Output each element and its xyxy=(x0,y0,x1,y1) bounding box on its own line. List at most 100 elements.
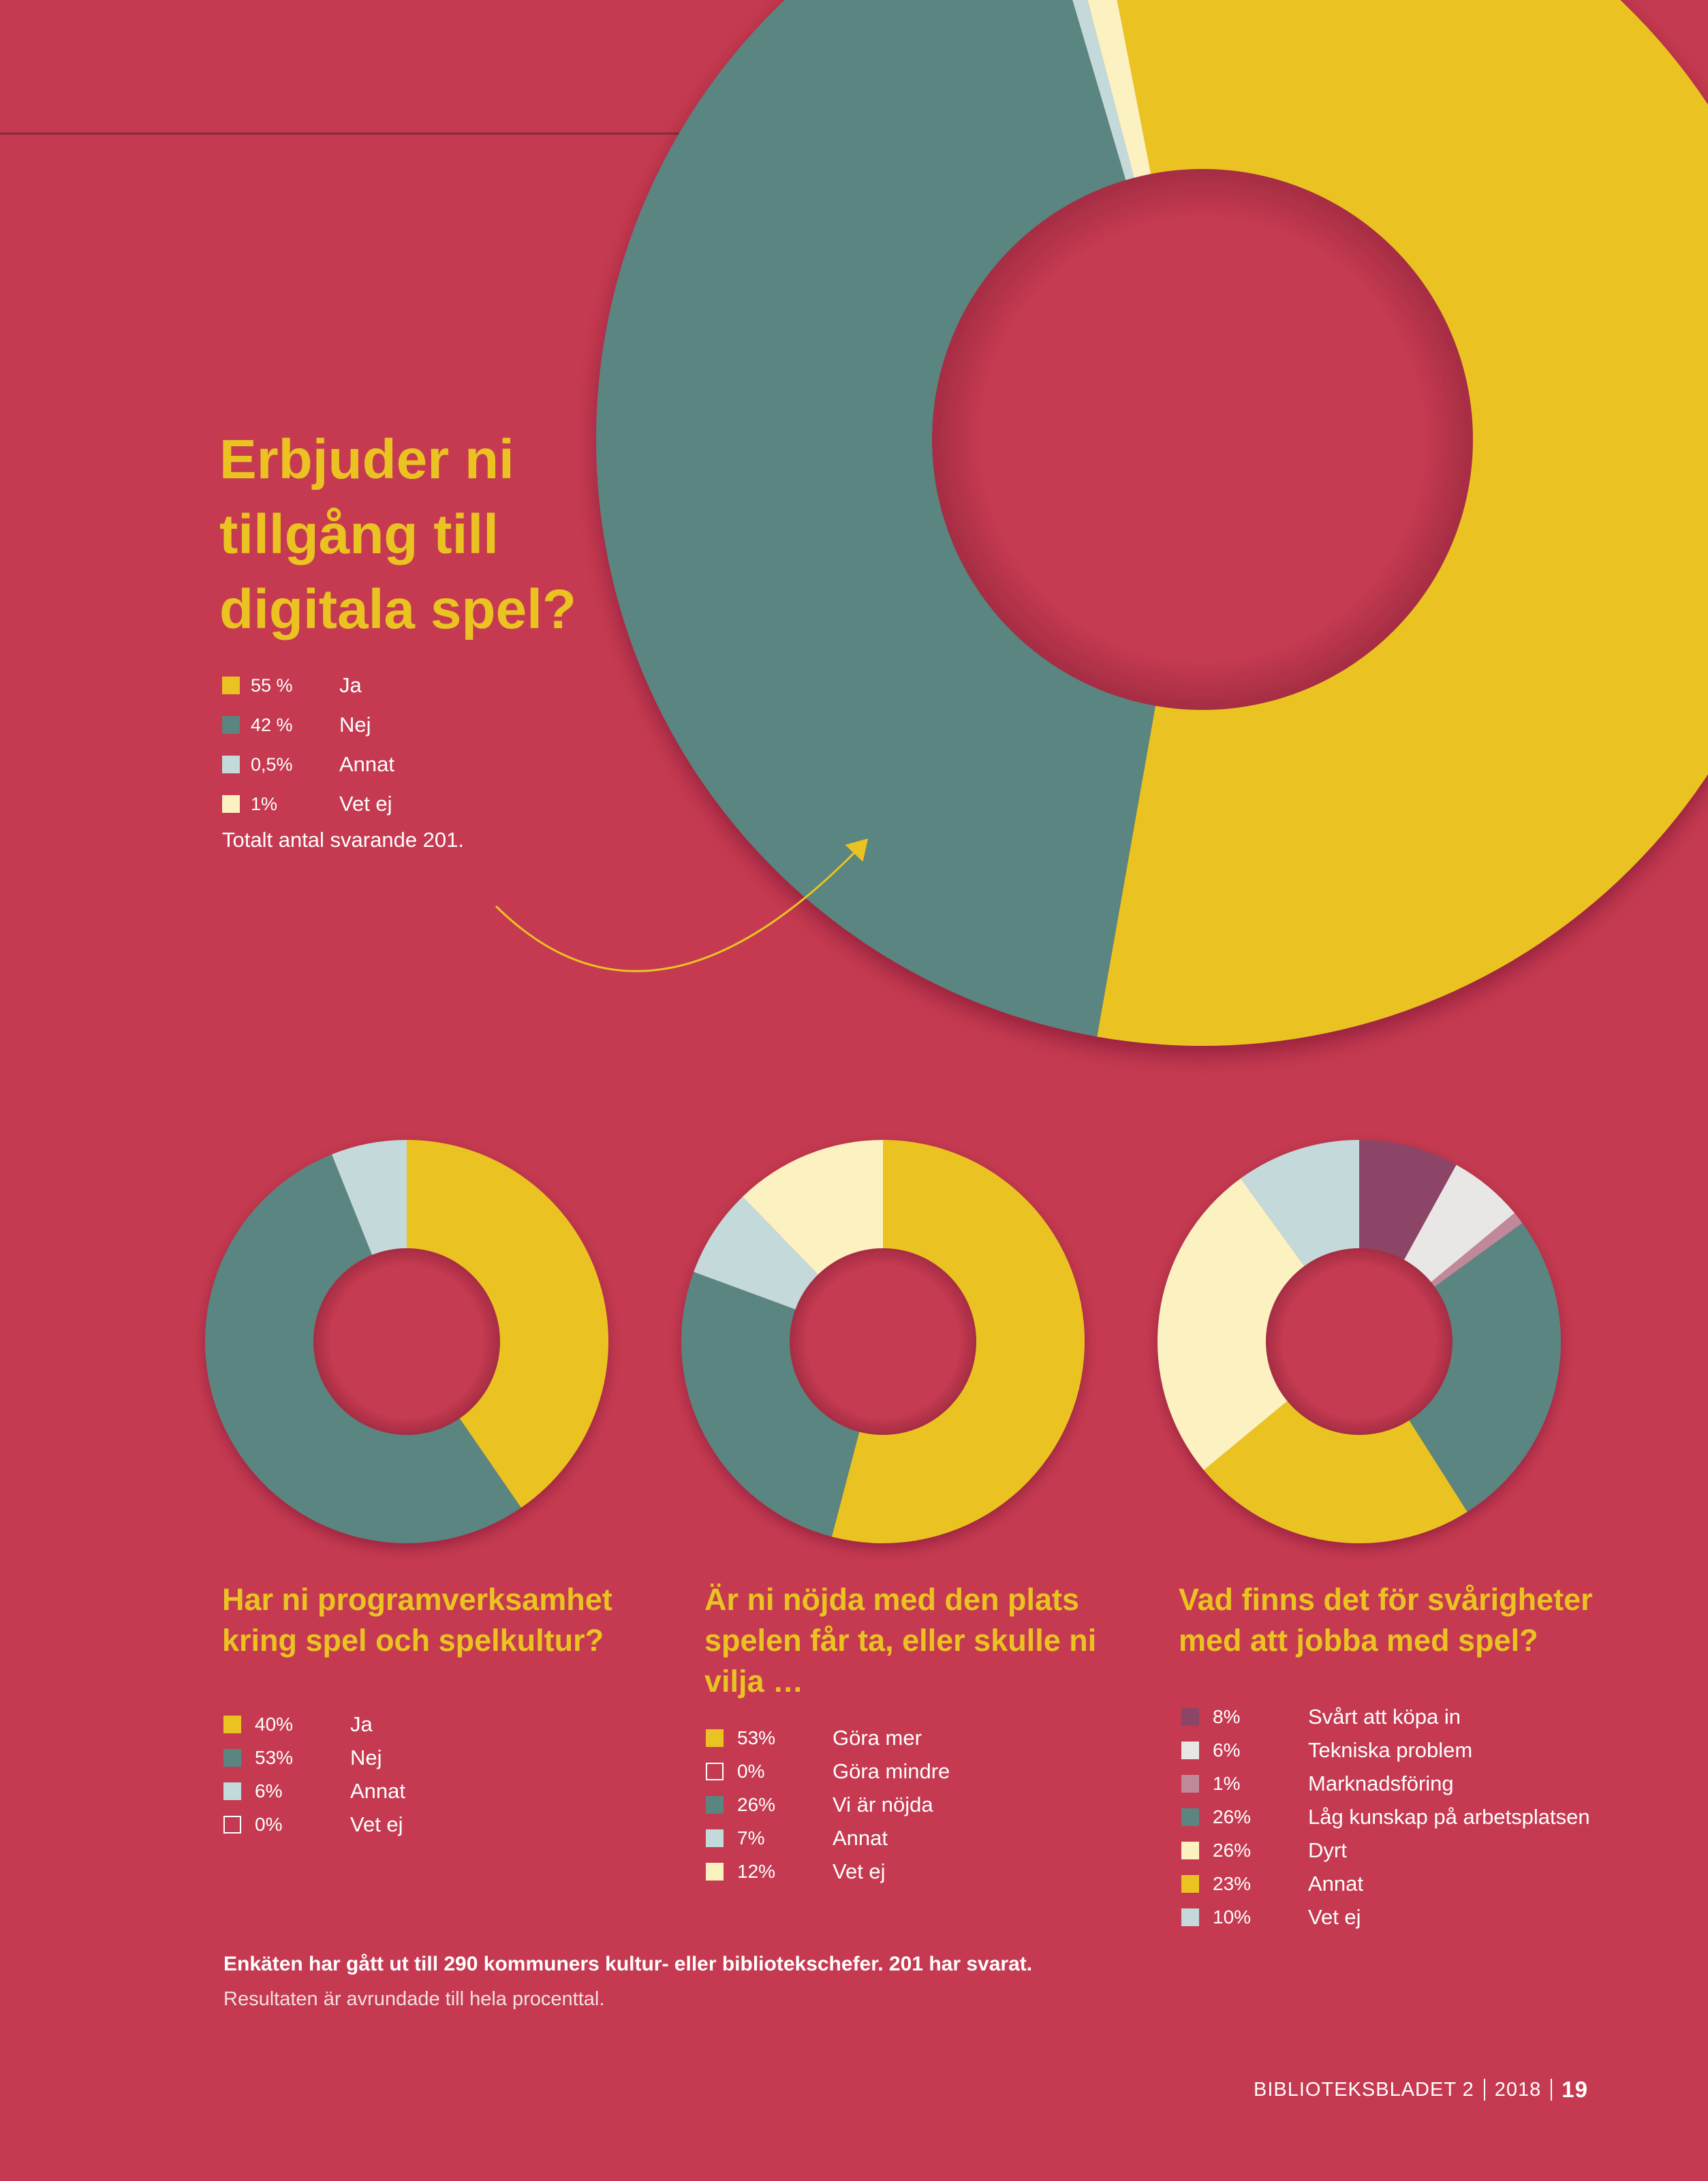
legend-label: Göra mer xyxy=(833,1725,922,1750)
legend-label: Svårt att köpa in xyxy=(1308,1704,1461,1729)
legend-pct: 26% xyxy=(1213,1839,1252,1861)
legend-label: Annat xyxy=(833,1825,888,1850)
legend-pct: 0,5% xyxy=(251,754,293,775)
legend-swatch xyxy=(706,1829,724,1847)
question-nojda: Är ni nöjda med den plats spelen får ta,… xyxy=(704,1582,1097,1699)
legend-pct: 23% xyxy=(1213,1872,1252,1894)
legend-swatch xyxy=(222,677,240,694)
legend-pct: 6% xyxy=(255,1780,283,1801)
legend-swatch xyxy=(706,1795,724,1814)
legend-pct: 8% xyxy=(1213,1705,1241,1727)
legend-item: 6% Annat xyxy=(223,1774,405,1808)
legend-swatch xyxy=(222,716,240,734)
legend-item: 26% Låg kunskap på arbetsplatsen xyxy=(1181,1800,1590,1834)
legend-pct: 12% xyxy=(737,1860,776,1882)
donut-nojda xyxy=(681,1140,1085,1543)
legend-item: 26% Vi är nöjda xyxy=(706,1788,950,1821)
legend-swatch xyxy=(1181,1908,1199,1926)
legend-pct: 1% xyxy=(1213,1772,1241,1794)
legend-label: Vet ej xyxy=(339,792,392,816)
legend-pct: 0% xyxy=(737,1760,765,1782)
legend-label: Ja xyxy=(350,1712,373,1736)
legend-swatch xyxy=(223,1815,241,1834)
legend-swatch xyxy=(1181,1707,1199,1726)
legend-pct: 53% xyxy=(737,1727,776,1748)
legend-label: Göra mindre xyxy=(833,1759,950,1783)
legend-svarigheter: 8% Svårt att köpa in 6% Tekniska problem 1… xyxy=(1181,1700,1590,1934)
page-footer: BIBLIOTEKSBLADET 2 2018 19 xyxy=(1254,2077,1588,2103)
legend-item: 7% Annat xyxy=(706,1821,950,1855)
donut-hole xyxy=(790,1248,976,1435)
legend-label: Nej xyxy=(339,713,371,737)
legend-swatch xyxy=(1181,1808,1199,1826)
legend-label: Ja xyxy=(339,673,362,697)
legend-label: Vi är nöjda xyxy=(833,1792,933,1816)
footer-divider xyxy=(1483,2079,1485,2101)
donut-hole xyxy=(313,1248,500,1435)
legend-pct: 53% xyxy=(255,1746,294,1768)
donut-hole xyxy=(932,169,1473,710)
legend-pct: 42 % xyxy=(251,714,293,735)
legend-nojda: 53% Göra mer 0% Göra mindre 26% Vi är nöjda… xyxy=(706,1721,950,1888)
legend-label: Dyrt xyxy=(1308,1838,1347,1862)
main-question: Erbjuder ni tillgång till digitala spel? xyxy=(219,429,576,640)
legend-label: Annat xyxy=(1308,1871,1364,1896)
publication-name: BIBLIOTEKSBLADET 2 xyxy=(1254,2078,1474,2101)
legend-pct: 6% xyxy=(1213,1739,1241,1761)
legend-label: Nej xyxy=(350,1745,382,1769)
legend-item: 55 % Ja xyxy=(222,666,394,705)
question-programverksamhet: Har ni programverksamhet kring spel och … xyxy=(222,1582,612,1658)
legend-label: Vet ej xyxy=(350,1812,403,1836)
legend-label: Tekniska problem xyxy=(1308,1737,1473,1762)
slice-dyrt xyxy=(1157,1178,1359,1470)
legend-item: 23% Annat xyxy=(1181,1867,1590,1900)
legend-label: Annat xyxy=(339,752,395,776)
legend-swatch xyxy=(706,1729,724,1747)
main-legend: 55 % Ja 42 % Nej 0,5% Annat 1% Vet ej xyxy=(222,666,394,824)
legend-item: 26% Dyrt xyxy=(1181,1834,1590,1867)
legend-item: 12% Vet ej xyxy=(706,1855,950,1888)
legend-item: 6% Tekniska problem xyxy=(1181,1733,1590,1767)
legend-swatch xyxy=(1181,1874,1199,1893)
donut-hole xyxy=(1266,1248,1453,1435)
legend-label: Marknadsföring xyxy=(1308,1771,1454,1795)
legend-programverksamhet: 40% Ja 53% Nej 6% Annat 0% Vet ej xyxy=(223,1707,405,1841)
legend-item: 0% Göra mindre xyxy=(706,1754,950,1788)
legend-pct: 55 % xyxy=(251,675,293,696)
slice-ja xyxy=(407,1139,609,1508)
legend-item: 42 % Nej xyxy=(222,705,394,745)
legend-pct: 1% xyxy=(251,793,278,814)
legend-pct: 7% xyxy=(737,1827,765,1849)
legend-swatch xyxy=(223,1748,241,1767)
legend-item: 1% Marknadsföring xyxy=(1181,1767,1590,1800)
legend-item: 0,5% Annat xyxy=(222,745,394,784)
legend-swatch xyxy=(706,1762,724,1780)
total-respondents-note: Totalt antal svarande 201. xyxy=(222,828,465,852)
footnote-rounding: Resultaten är avrundade till hela procen… xyxy=(223,1988,605,2010)
donut-svarigheter xyxy=(1157,1140,1561,1544)
legend-item: 10% Vet ej xyxy=(1181,1900,1590,1934)
legend-label: Annat xyxy=(350,1778,406,1803)
legend-item: 53% Göra mer xyxy=(706,1721,950,1754)
legend-swatch xyxy=(1181,1841,1199,1859)
question-svarigheter: Vad finns det för svårigheter med att jo… xyxy=(1179,1582,1593,1658)
legend-item: 0% Vet ej xyxy=(223,1808,405,1841)
slice-annat xyxy=(1203,1342,1468,1544)
legend-item: 8% Svårt att köpa in xyxy=(1181,1700,1590,1733)
legend-item: 40% Ja xyxy=(223,1707,405,1741)
legend-swatch xyxy=(223,1782,241,1800)
legend-pct: 0% xyxy=(255,1813,283,1835)
legend-pct: 40% xyxy=(255,1713,294,1735)
donut-programverksamhet xyxy=(205,1139,609,1543)
pointer-arrow xyxy=(495,838,869,972)
legend-swatch xyxy=(706,1862,724,1881)
legend-pct: 10% xyxy=(1213,1906,1252,1928)
footnote-survey: Enkäten har gått ut till 290 kommuners k… xyxy=(223,1953,1033,1975)
legend-pct: 26% xyxy=(1213,1806,1252,1827)
legend-item: 1% Vet ej xyxy=(222,784,394,824)
legend-pct: 26% xyxy=(737,1793,776,1815)
legend-swatch xyxy=(1181,1741,1199,1759)
legend-item: 53% Nej xyxy=(223,1741,405,1774)
slice-låg-kunskap-på-arbetsplatsen xyxy=(1359,1223,1561,1512)
